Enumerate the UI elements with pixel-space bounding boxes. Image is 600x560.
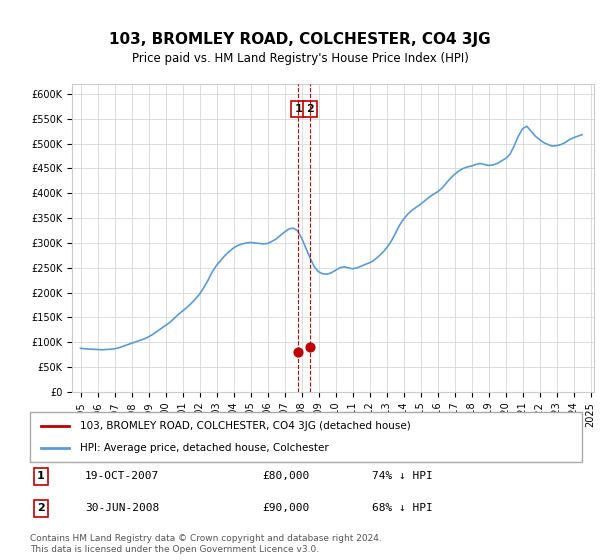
FancyBboxPatch shape	[30, 412, 582, 462]
Text: 74% ↓ HPI: 74% ↓ HPI	[372, 471, 433, 481]
Text: 103, BROMLEY ROAD, COLCHESTER, CO4 3JG (detached house): 103, BROMLEY ROAD, COLCHESTER, CO4 3JG (…	[80, 421, 410, 431]
Text: £80,000: £80,000	[262, 471, 309, 481]
Text: 19-OCT-2007: 19-OCT-2007	[85, 471, 160, 481]
Text: 2: 2	[306, 104, 314, 114]
Text: £90,000: £90,000	[262, 503, 309, 514]
Text: Price paid vs. HM Land Registry's House Price Index (HPI): Price paid vs. HM Land Registry's House …	[131, 52, 469, 66]
Text: 103, BROMLEY ROAD, COLCHESTER, CO4 3JG: 103, BROMLEY ROAD, COLCHESTER, CO4 3JG	[109, 32, 491, 46]
Text: 68% ↓ HPI: 68% ↓ HPI	[372, 503, 433, 514]
Text: 30-JUN-2008: 30-JUN-2008	[85, 503, 160, 514]
Point	[305, 343, 315, 352]
Text: 1: 1	[294, 104, 302, 114]
Text: This data is licensed under the Open Government Licence v3.0.: This data is licensed under the Open Gov…	[30, 545, 319, 554]
Point	[293, 348, 303, 357]
Text: Contains HM Land Registry data © Crown copyright and database right 2024.: Contains HM Land Registry data © Crown c…	[30, 534, 382, 543]
Text: 1: 1	[37, 471, 45, 481]
Text: 2: 2	[37, 503, 45, 514]
Text: HPI: Average price, detached house, Colchester: HPI: Average price, detached house, Colc…	[80, 443, 328, 453]
